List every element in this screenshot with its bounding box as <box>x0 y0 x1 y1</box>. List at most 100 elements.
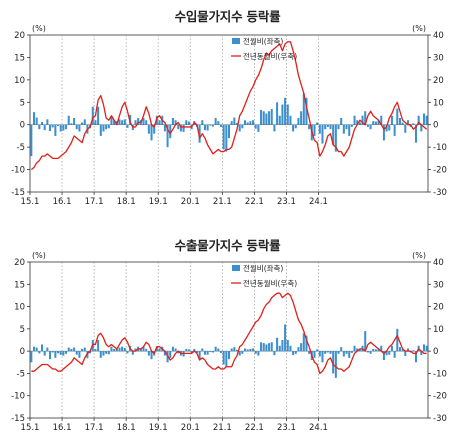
bar <box>70 348 73 352</box>
bar <box>222 124 225 150</box>
legend-label: 전년동월비(우축) <box>243 51 297 61</box>
bar <box>201 348 204 352</box>
bar <box>67 347 70 352</box>
bar <box>198 351 201 361</box>
right-unit-label: (%) <box>412 24 426 33</box>
right-unit-label: (%) <box>412 251 426 260</box>
right-tick-label: -10 <box>433 143 447 153</box>
bar <box>118 347 121 352</box>
bar <box>46 347 49 352</box>
bar <box>286 340 289 352</box>
left-tick-label: -10 <box>11 166 25 176</box>
bar <box>364 111 367 125</box>
bar <box>115 348 118 352</box>
bar <box>265 344 268 352</box>
bar <box>289 345 292 352</box>
bar <box>158 348 161 352</box>
bar <box>81 348 84 352</box>
bar <box>78 124 81 132</box>
bar <box>401 122 404 125</box>
left-tick-label: 5 <box>20 98 25 108</box>
bar <box>260 109 263 125</box>
bar <box>244 120 247 125</box>
legend-label: 전월비(좌축) <box>243 36 283 46</box>
bar <box>414 124 417 143</box>
bar <box>342 351 345 357</box>
bar <box>91 106 94 125</box>
bar <box>324 351 327 354</box>
x-tick-label: 23.1 <box>277 197 296 207</box>
bar <box>177 124 180 130</box>
bar <box>201 120 204 125</box>
bar <box>225 351 228 367</box>
bar <box>225 124 228 152</box>
bar <box>273 124 276 132</box>
bar <box>209 124 212 126</box>
x-tick-label: 18.1 <box>117 423 136 433</box>
left-tick-label: 10 <box>14 303 25 313</box>
bar <box>366 124 369 127</box>
bar <box>329 124 332 130</box>
bar <box>241 351 244 354</box>
bar <box>158 120 161 125</box>
bar <box>294 124 297 129</box>
bar <box>252 348 255 352</box>
x-tick-label: 22.1 <box>245 423 264 433</box>
bar <box>65 124 68 130</box>
bar <box>83 119 86 125</box>
bar <box>249 121 252 125</box>
chart-title: 수입물가지수 등락률 <box>174 9 281 24</box>
bar <box>382 124 385 141</box>
bar <box>73 347 76 352</box>
x-tick-label: 23.1 <box>277 423 296 433</box>
bar <box>398 117 401 125</box>
bar <box>316 122 319 125</box>
bar <box>97 340 100 352</box>
left-tick-label: 20 <box>14 258 25 268</box>
bar <box>41 344 44 352</box>
bar <box>350 351 353 353</box>
bar <box>316 349 319 352</box>
legend-label: 전월비(좌축) <box>243 263 283 273</box>
bar <box>268 111 271 125</box>
bar <box>313 124 316 136</box>
right-tick-label: -20 <box>433 166 447 176</box>
bar <box>308 351 311 354</box>
bar <box>396 328 399 352</box>
left-tick-label: 15 <box>14 280 25 290</box>
bar <box>278 345 281 352</box>
bar <box>385 351 388 356</box>
bar <box>249 348 252 352</box>
x-tick-label: 22.1 <box>245 197 264 207</box>
right-tick-label: 30 <box>433 53 444 63</box>
bar <box>198 124 201 143</box>
bar <box>105 351 108 354</box>
bar <box>324 124 327 130</box>
bar <box>94 120 97 125</box>
bar <box>86 351 89 359</box>
bar <box>372 348 375 352</box>
right-tick-label: 0 <box>433 347 438 357</box>
bar <box>99 124 102 136</box>
bar <box>217 348 220 352</box>
bar <box>369 351 372 354</box>
left-tick-label: 0 <box>20 347 25 357</box>
bar <box>238 351 241 356</box>
bar <box>43 124 46 131</box>
x-tick-label: 21.1 <box>213 423 232 433</box>
right-tick-label: -20 <box>433 392 447 402</box>
bar <box>372 121 375 125</box>
bar <box>241 124 244 129</box>
right-tick-label: -10 <box>433 369 447 379</box>
bar <box>385 124 388 132</box>
bar <box>276 337 279 352</box>
bar <box>118 119 121 125</box>
bar <box>51 124 54 128</box>
bar <box>75 351 78 355</box>
bar <box>163 124 166 132</box>
bar <box>75 124 78 130</box>
bar <box>318 124 321 134</box>
bar <box>38 124 41 130</box>
plot-frame <box>29 261 429 419</box>
x-tick-label: 19.1 <box>149 423 168 433</box>
